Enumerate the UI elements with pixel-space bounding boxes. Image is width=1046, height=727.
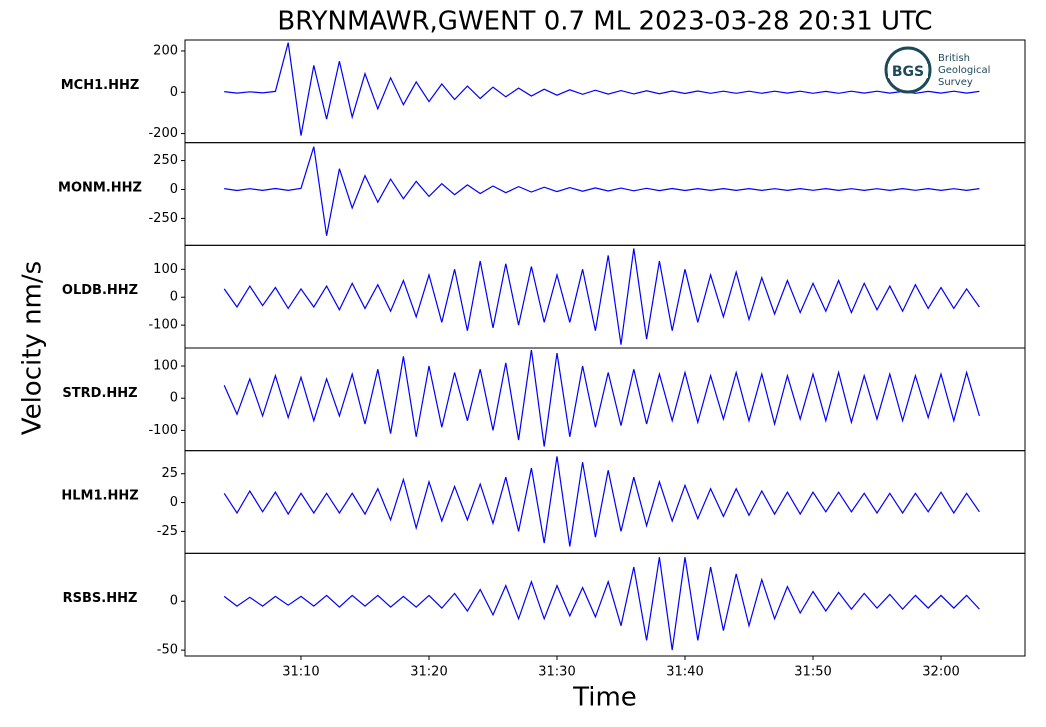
y-tick-label: 0 <box>170 495 178 510</box>
x-axis-label: Time <box>572 683 637 713</box>
x-tick-label: 31:50 <box>794 665 831 680</box>
panel-frame <box>184 552 1026 657</box>
y-tick-label: 100 <box>153 262 178 277</box>
waveform <box>224 146 980 236</box>
x-tick-label: 31:40 <box>666 665 703 680</box>
x-tick-label: 31:30 <box>538 665 575 680</box>
panel-frame <box>184 347 1026 452</box>
y-tick-label: -25 <box>157 524 178 539</box>
waveform <box>224 42 980 136</box>
y-axis-label: Velocity nm/s <box>18 261 48 435</box>
waveform <box>223 248 980 345</box>
y-tick-label: 200 <box>153 43 178 58</box>
y-tick-label: -100 <box>148 423 178 438</box>
waveform <box>223 456 980 547</box>
logo-text: Geological <box>938 65 990 76</box>
panel-frame <box>184 142 1026 246</box>
y-tick-label: 100 <box>153 359 178 374</box>
y-tick-label: -100 <box>148 318 178 333</box>
panel-frame <box>184 244 1026 349</box>
x-tick-label: 31:10 <box>282 665 319 680</box>
y-tick-label: 25 <box>161 466 178 481</box>
waveform <box>223 557 980 651</box>
station-label: RSBS.HHZ <box>63 591 138 606</box>
y-tick-label: -250 <box>148 211 178 226</box>
logo-text: British <box>938 53 970 64</box>
logo-text: Survey <box>938 77 973 88</box>
chart-title: BRYNMAWR,GWENT 0.7 ML 2023-03-28 20:31 U… <box>277 7 932 37</box>
waveform <box>223 349 980 447</box>
logo: BGS British Geological Survey <box>884 46 990 94</box>
station-label: OLDB.HHZ <box>62 283 138 298</box>
logo-band <box>888 64 928 78</box>
station-label: MCH1.HHZ <box>61 78 140 93</box>
x-tick-label: 31:20 <box>410 665 447 680</box>
y-tick-label: 0 <box>170 290 178 305</box>
station-label: STRD.HHZ <box>62 386 137 401</box>
panel-frame <box>184 450 1026 554</box>
x-tick-label: 32:00 <box>922 665 959 680</box>
station-label: MONM.HHZ <box>58 181 142 196</box>
y-tick-label: 0 <box>170 594 178 609</box>
logo-abbr: BGS <box>892 64 924 80</box>
y-tick-label: 0 <box>170 391 178 406</box>
y-tick-label: 0 <box>170 85 178 100</box>
y-tick-label: -200 <box>148 126 178 141</box>
y-tick-label: -50 <box>157 643 178 658</box>
y-tick-label: 0 <box>170 182 178 197</box>
y-tick-label: 250 <box>153 153 178 168</box>
station-label: HLM1.HHZ <box>61 489 138 504</box>
